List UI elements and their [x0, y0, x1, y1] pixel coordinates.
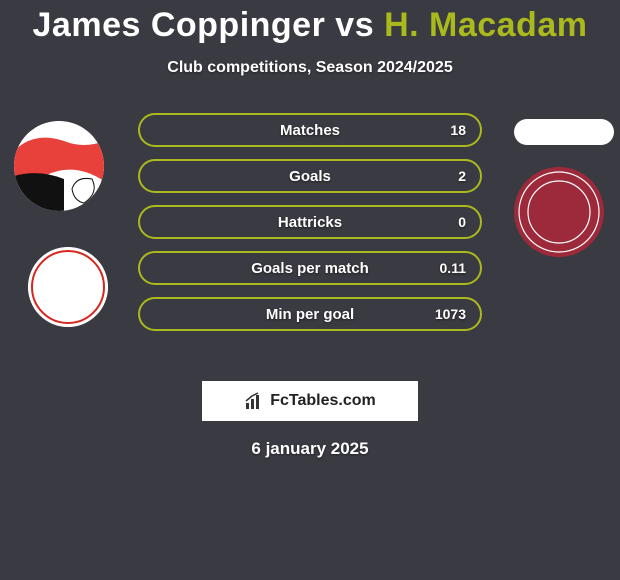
title-vs: vs — [335, 6, 374, 44]
stat-label: Min per goal — [266, 306, 354, 323]
title-player1: James Coppinger — [33, 6, 326, 44]
stat-bar-gpm: Goals per match 0.11 — [138, 251, 482, 285]
player1-avatar — [14, 121, 104, 211]
player1-club-badge — [28, 247, 108, 327]
stat-label: Matches — [280, 122, 340, 139]
brand-text: FcTables.com — [270, 392, 376, 410]
stat-bar-mpg: Min per goal 1073 — [138, 297, 482, 331]
stat-label: Goals — [289, 168, 331, 185]
stat-right-value: 2 — [458, 168, 466, 184]
player2-avatar — [514, 119, 614, 145]
stat-label: Goals per match — [251, 260, 369, 277]
stat-right-value: 18 — [450, 122, 466, 138]
morecambe-crest-icon — [514, 167, 604, 257]
stat-right-value: 0.11 — [440, 260, 466, 276]
player1-photo-icon — [14, 121, 104, 211]
stat-bars: Matches 18 Goals 2 Hattricks 0 Goals per… — [138, 113, 482, 343]
doncaster-crest-icon — [28, 247, 108, 327]
stat-bar-goals: Goals 2 — [138, 159, 482, 193]
player2-club-badge — [514, 167, 604, 257]
subtitle: Club competitions, Season 2024/2025 — [0, 59, 620, 77]
title-player2: H. Macadam — [384, 6, 587, 44]
stat-bar-hattricks: Hattricks 0 — [138, 205, 482, 239]
footer-date: 6 january 2025 — [0, 439, 620, 459]
stat-right-value: 1073 — [435, 306, 466, 322]
stat-bar-matches: Matches 18 — [138, 113, 482, 147]
chart-icon — [244, 391, 264, 411]
stat-label: Hattricks — [278, 214, 342, 231]
brand-logo: FcTables.com — [202, 381, 418, 421]
stat-right-value: 0 — [458, 214, 466, 230]
page-title: James Coppinger vs H. Macadam — [0, 0, 620, 45]
comparison-panel: Matches 18 Goals 2 Hattricks 0 Goals per… — [0, 105, 620, 365]
